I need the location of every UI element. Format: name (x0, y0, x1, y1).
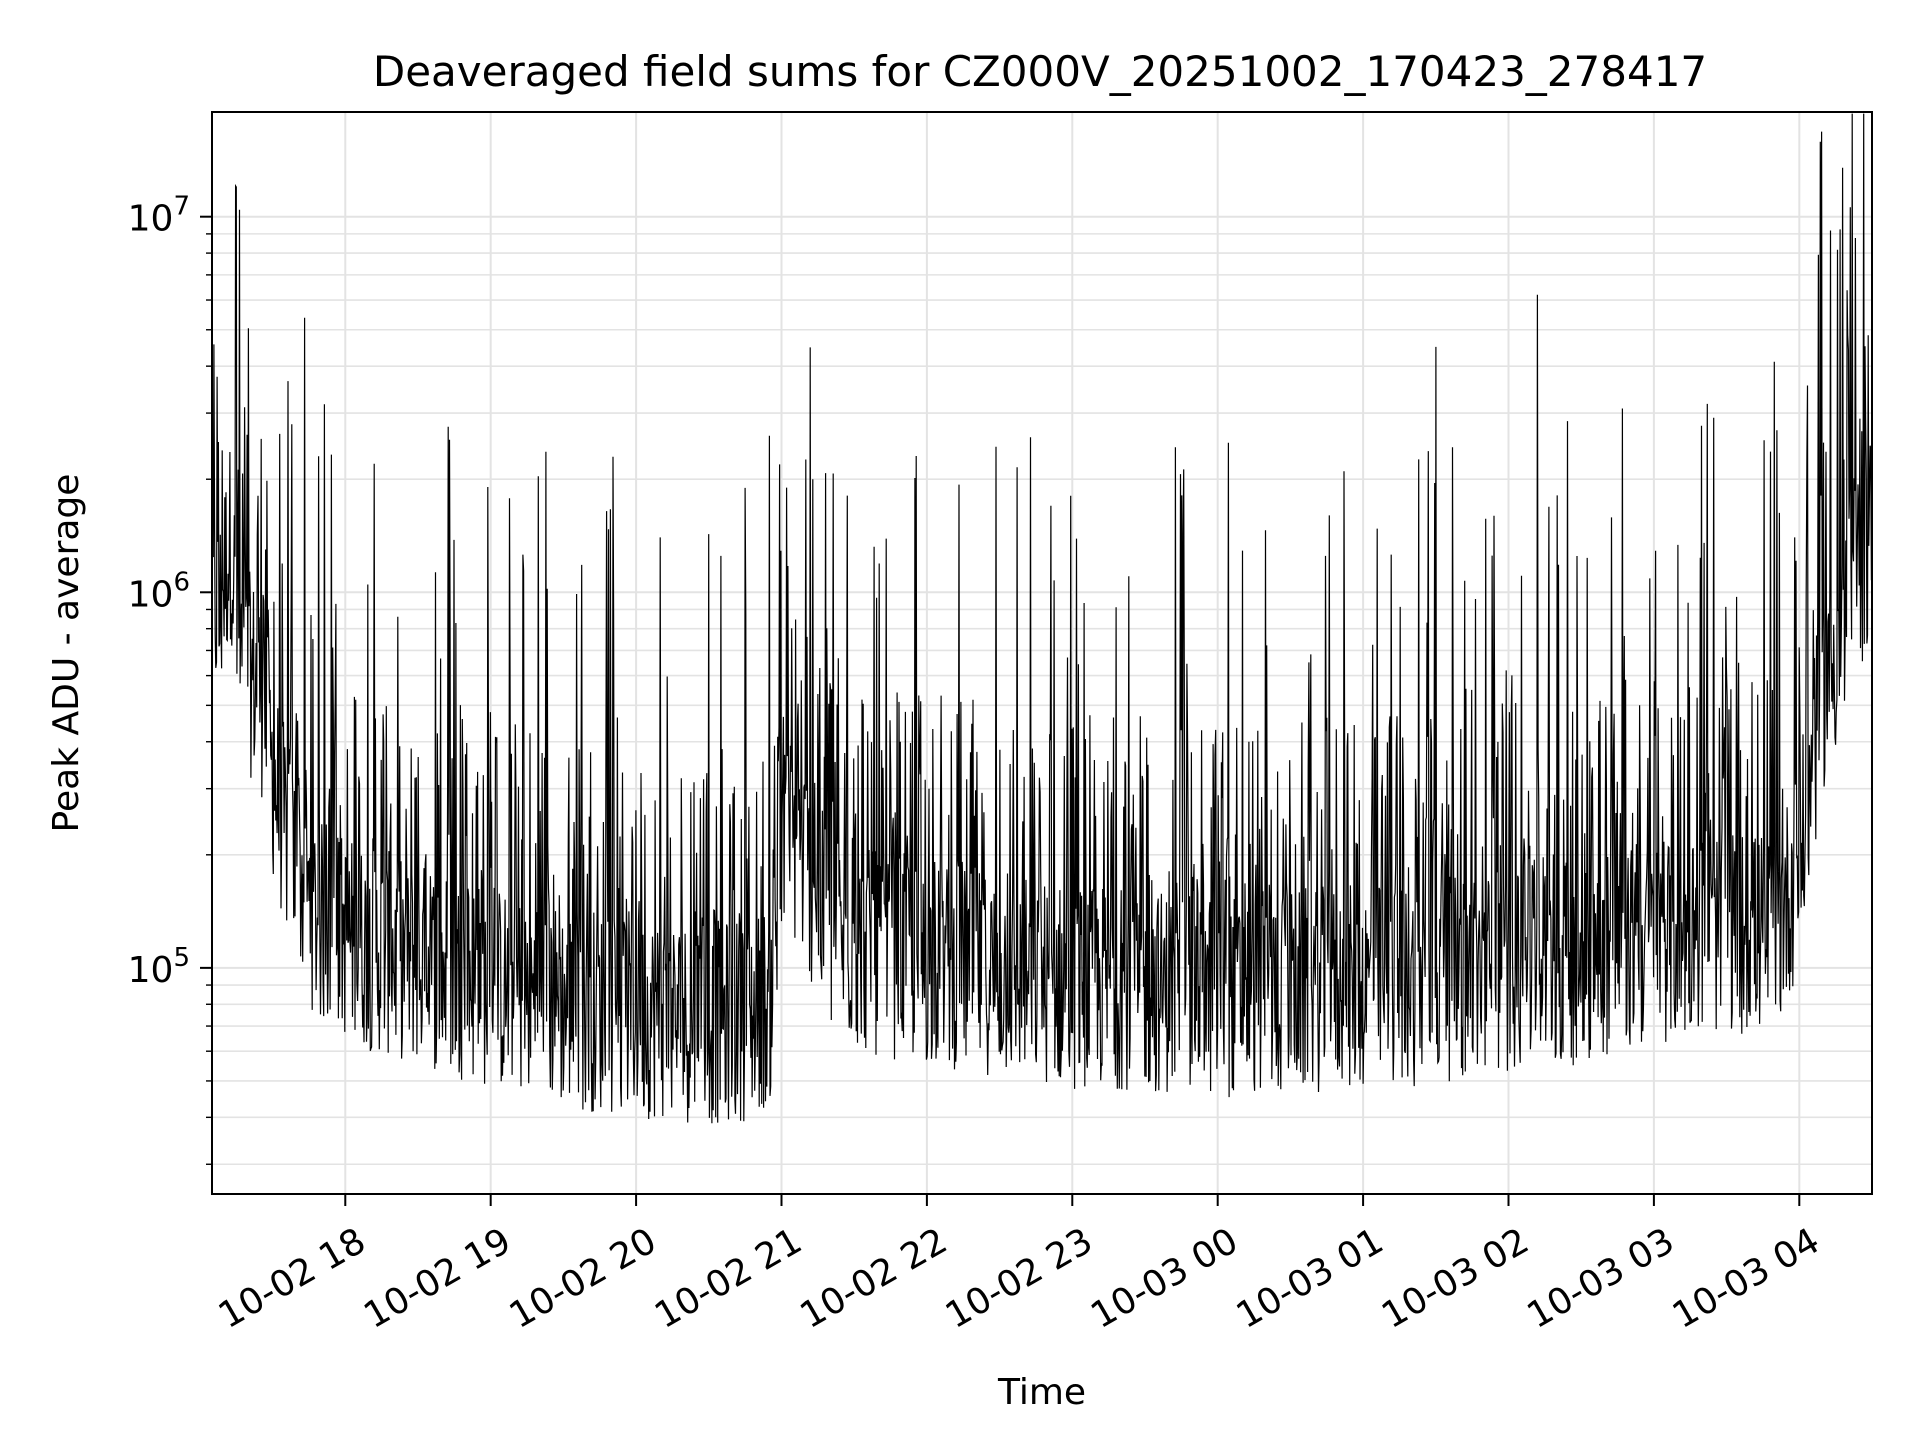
y-tick-label: 106 (128, 567, 190, 615)
y-axis-label: Peak ADU - average (46, 474, 87, 833)
plot-area (212, 113, 1872, 1124)
y-tick-label: 107 (128, 192, 190, 240)
y-tick-label: 105 (128, 943, 190, 991)
chart-title: Deaveraged field sums for CZ000V_2025100… (373, 47, 1707, 96)
series-line (212, 113, 1872, 1124)
plot-frame (211, 111, 1873, 1195)
y-axis: 105 106 107 (128, 192, 212, 1165)
x-axis-label: Time (997, 1372, 1086, 1413)
